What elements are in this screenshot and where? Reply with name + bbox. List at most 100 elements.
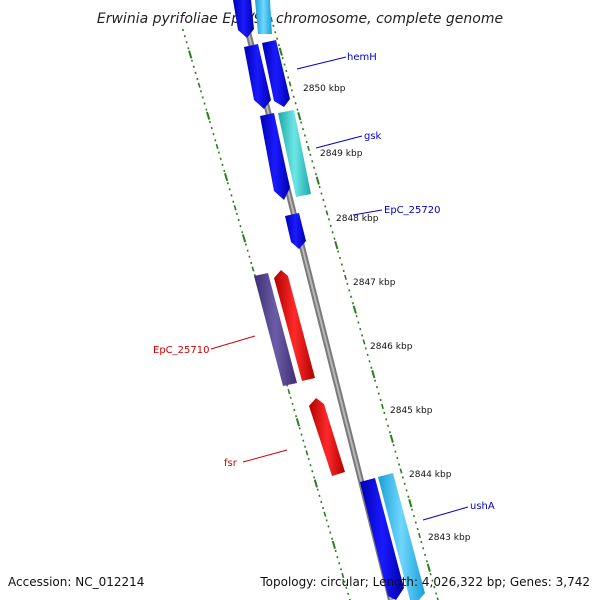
minor-tick: [403, 482, 406, 486]
gene-features: [233, 0, 425, 600]
minor-tick: [274, 31, 277, 34]
minor-tick: [436, 597, 439, 600]
major-tick: [278, 47, 283, 56]
minor-tick: [418, 532, 421, 539]
minor-tick: [276, 37, 279, 40]
gene-label-EpC_25720[interactable]: EpC_25720: [384, 205, 440, 216]
minor-tick: [233, 205, 237, 211]
gene-arrow-EpC_25720: [285, 213, 306, 249]
minor-tick: [287, 388, 291, 395]
minor-tick: [302, 439, 305, 442]
minor-tick: [318, 494, 321, 498]
major-tick: [188, 50, 193, 59]
minor-tick: [313, 476, 316, 479]
minor-tick: [270, 16, 273, 23]
minor-tick: [307, 145, 310, 152]
minor-tick: [244, 243, 247, 246]
minor-tick: [323, 511, 327, 517]
minor-tick: [223, 169, 226, 173]
minor-tick: [392, 443, 395, 447]
minor-tick: [208, 120, 211, 124]
minor-tick: [425, 560, 428, 563]
minor-tick: [281, 56, 284, 60]
major-tick: [334, 241, 339, 250]
minor-tick: [293, 408, 296, 412]
minor-tick: [411, 508, 414, 511]
gene-label-gsk[interactable]: gsk: [364, 131, 382, 142]
gene-label-fsr[interactable]: fsr: [224, 458, 238, 469]
tick-label: 2848 kbp: [336, 214, 379, 224]
minor-tick: [190, 59, 194, 62]
minor-tick: [324, 205, 327, 208]
gene-arrow-gsk-1: [260, 113, 290, 200]
gene-label-ushA[interactable]: ushA: [470, 501, 495, 512]
minor-tick: [307, 457, 310, 461]
major-tick: [241, 234, 247, 243]
gene-label-hemH[interactable]: hemH: [347, 52, 377, 63]
minor-tick: [303, 134, 306, 137]
major-tick: [426, 563, 431, 572]
minor-tick: [334, 549, 337, 553]
minor-tick: [296, 108, 299, 111]
major-tick: [295, 418, 300, 427]
minor-tick: [327, 218, 330, 221]
minor-tick: [401, 476, 404, 479]
minor-tick: [388, 431, 391, 434]
minor-tick: [429, 572, 432, 576]
minor-tick: [351, 302, 354, 305]
gene-label-EpC_25710[interactable]: EpC_25710: [153, 345, 209, 356]
minor-tick: [183, 34, 186, 38]
tick-label: 2844 kbp: [409, 470, 452, 480]
minor-tick: [210, 126, 213, 130]
minor-tick: [385, 418, 388, 421]
gene-arrow-forward: [233, 0, 254, 38]
minor-tick: [331, 537, 334, 540]
minor-tick: [420, 540, 423, 544]
minor-tick: [235, 212, 238, 216]
minor-tick: [291, 402, 294, 406]
minor-tick: [359, 327, 362, 331]
minor-tick: [338, 256, 342, 260]
gene-arrow-EpC_25710-red: [274, 270, 315, 381]
tick-label: 2847 kbp: [353, 278, 396, 288]
minor-tick: [301, 127, 305, 131]
minor-tick: [340, 263, 343, 266]
minor-tick: [396, 456, 399, 460]
gene-arrow-ushA-light: [378, 473, 425, 600]
minor-tick: [422, 547, 425, 550]
minor-tick: [309, 153, 312, 157]
minor-tick: [246, 249, 249, 252]
minor-tick: [230, 194, 233, 197]
minor-tick: [348, 289, 351, 292]
minor-tick: [314, 173, 317, 176]
minor-tick: [294, 102, 297, 105]
minor-tick: [347, 592, 350, 596]
minor-tick: [412, 514, 415, 518]
minor-tick: [339, 568, 343, 571]
minor-tick: [214, 139, 217, 142]
minor-tick: [362, 339, 366, 345]
minor-tick: [331, 231, 334, 234]
minor-tick: [364, 347, 367, 350]
minor-tick: [226, 182, 229, 185]
minor-tick: [292, 95, 295, 98]
minor-tick: [355, 314, 358, 318]
minor-tick: [253, 273, 256, 277]
tick-label: 2850 kbp: [303, 84, 346, 94]
minor-tick: [329, 531, 332, 534]
minor-tick: [342, 269, 345, 273]
minor-tick: [305, 450, 309, 456]
gene-labels[interactable]: hemH gsk EpC_25720 EpC_25710 fsr ushA: [153, 52, 495, 521]
minor-tick: [337, 250, 340, 253]
minor-tick: [325, 210, 329, 216]
minor-tick: [350, 295, 353, 298]
minor-tick: [239, 224, 242, 228]
minor-tick: [407, 495, 410, 498]
minor-tick: [320, 192, 323, 195]
minor-tick: [203, 102, 206, 105]
minor-tick: [215, 143, 219, 150]
minor-tick: [250, 261, 253, 265]
minor-tick: [346, 282, 349, 286]
minor-tick: [322, 198, 325, 202]
